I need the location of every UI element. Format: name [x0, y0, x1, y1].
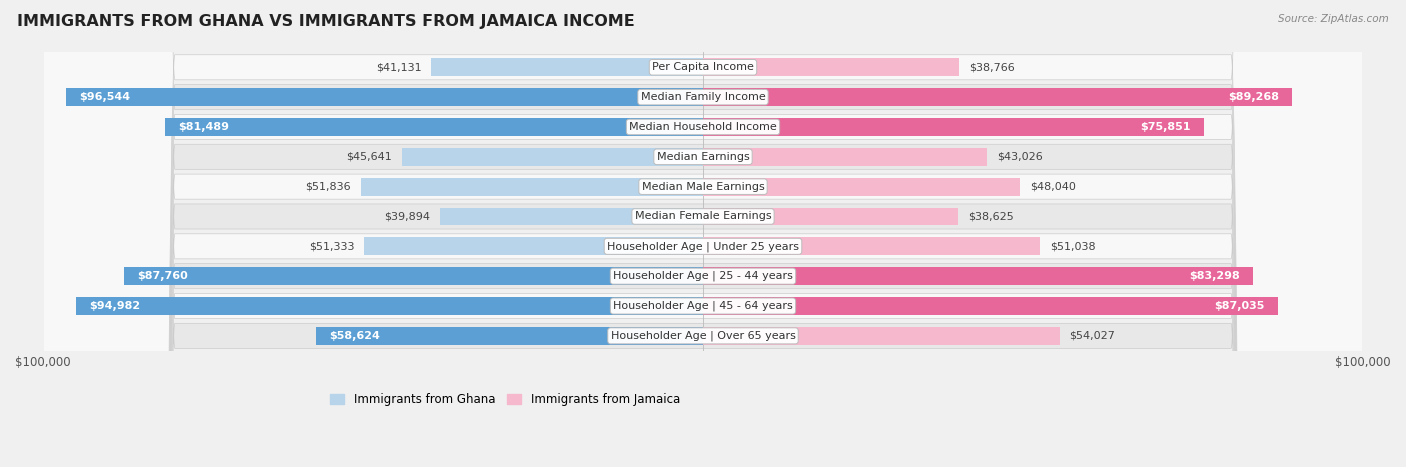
- FancyBboxPatch shape: [42, 0, 1364, 467]
- Text: $43,026: $43,026: [997, 152, 1043, 162]
- Bar: [703, 207, 957, 226]
- Text: Source: ZipAtlas.com: Source: ZipAtlas.com: [1278, 14, 1389, 24]
- Bar: [316, 327, 703, 345]
- Text: $81,489: $81,489: [179, 122, 229, 132]
- Bar: [703, 267, 1253, 285]
- Legend: Immigrants from Ghana, Immigrants from Jamaica: Immigrants from Ghana, Immigrants from J…: [325, 388, 685, 410]
- Text: $41,131: $41,131: [375, 62, 422, 72]
- FancyBboxPatch shape: [42, 0, 1364, 467]
- Text: Median Household Income: Median Household Income: [628, 122, 778, 132]
- Text: Householder Age | Under 25 years: Householder Age | Under 25 years: [607, 241, 799, 252]
- Bar: [402, 148, 703, 166]
- Text: $87,035: $87,035: [1213, 301, 1264, 311]
- Bar: [432, 58, 703, 76]
- Text: $38,625: $38,625: [967, 212, 1014, 221]
- Text: Median Earnings: Median Earnings: [657, 152, 749, 162]
- Text: $89,268: $89,268: [1227, 92, 1279, 102]
- FancyBboxPatch shape: [42, 0, 1364, 467]
- Text: $51,333: $51,333: [309, 241, 354, 251]
- Bar: [703, 88, 1292, 106]
- Text: $51,038: $51,038: [1050, 241, 1095, 251]
- FancyBboxPatch shape: [42, 0, 1364, 467]
- Text: Householder Age | Over 65 years: Householder Age | Over 65 years: [610, 331, 796, 341]
- Text: $45,641: $45,641: [346, 152, 392, 162]
- Text: Per Capita Income: Per Capita Income: [652, 62, 754, 72]
- Bar: [440, 207, 703, 226]
- Text: $38,766: $38,766: [969, 62, 1015, 72]
- Text: $87,760: $87,760: [136, 271, 187, 281]
- Bar: [76, 297, 703, 315]
- Text: Householder Age | 25 - 44 years: Householder Age | 25 - 44 years: [613, 271, 793, 282]
- Bar: [703, 58, 959, 76]
- Bar: [703, 177, 1021, 196]
- Bar: [703, 327, 1060, 345]
- Bar: [703, 237, 1040, 255]
- Text: $48,040: $48,040: [1031, 182, 1076, 191]
- FancyBboxPatch shape: [42, 0, 1364, 467]
- Text: Median Family Income: Median Family Income: [641, 92, 765, 102]
- Text: $51,836: $51,836: [305, 182, 352, 191]
- Bar: [361, 177, 703, 196]
- Bar: [703, 148, 987, 166]
- FancyBboxPatch shape: [42, 0, 1364, 467]
- Text: $75,851: $75,851: [1140, 122, 1191, 132]
- FancyBboxPatch shape: [42, 0, 1364, 467]
- Text: $96,544: $96,544: [79, 92, 129, 102]
- Bar: [66, 88, 703, 106]
- Text: $39,894: $39,894: [384, 212, 430, 221]
- FancyBboxPatch shape: [42, 0, 1364, 467]
- FancyBboxPatch shape: [42, 0, 1364, 467]
- Text: $83,298: $83,298: [1189, 271, 1240, 281]
- Text: $94,982: $94,982: [89, 301, 141, 311]
- Bar: [703, 118, 1204, 136]
- Bar: [703, 297, 1278, 315]
- Text: Householder Age | 45 - 64 years: Householder Age | 45 - 64 years: [613, 301, 793, 311]
- FancyBboxPatch shape: [42, 0, 1364, 467]
- Text: Median Male Earnings: Median Male Earnings: [641, 182, 765, 191]
- Text: Median Female Earnings: Median Female Earnings: [634, 212, 772, 221]
- Bar: [124, 267, 703, 285]
- Text: IMMIGRANTS FROM GHANA VS IMMIGRANTS FROM JAMAICA INCOME: IMMIGRANTS FROM GHANA VS IMMIGRANTS FROM…: [17, 14, 634, 29]
- Text: $58,624: $58,624: [329, 331, 380, 341]
- Bar: [364, 237, 703, 255]
- Bar: [165, 118, 703, 136]
- Text: $54,027: $54,027: [1070, 331, 1115, 341]
